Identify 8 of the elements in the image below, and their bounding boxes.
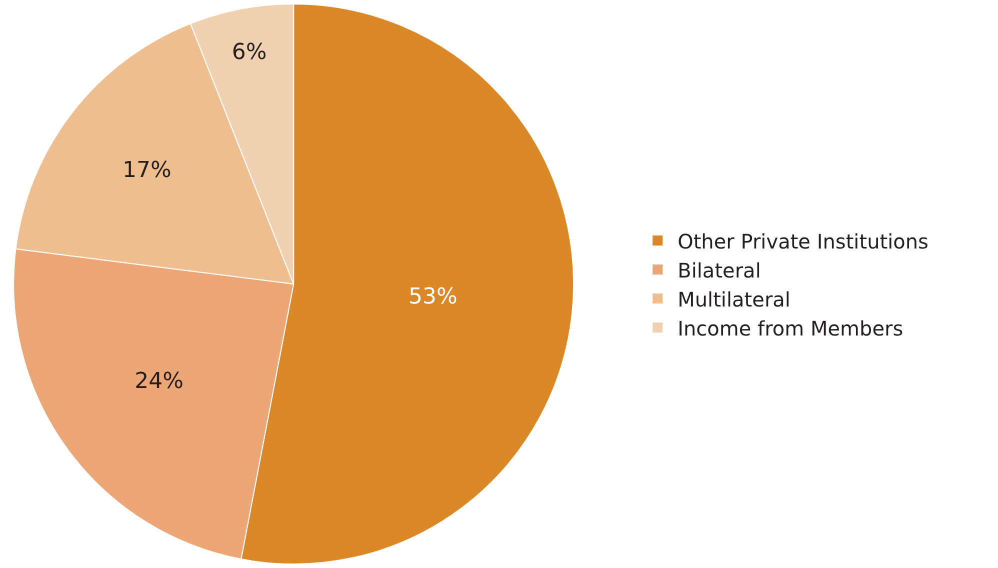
data-label: 53% bbox=[408, 284, 458, 310]
legend-label: Multilateral bbox=[678, 287, 790, 312]
legend-label: Income from Members bbox=[678, 316, 904, 340]
data-label: 6% bbox=[232, 40, 267, 65]
data-label: 17% bbox=[122, 158, 172, 183]
data-label: 24% bbox=[134, 369, 184, 394]
legend-label: Other Private Institutions bbox=[678, 229, 928, 254]
legend-label: Bilateral bbox=[678, 258, 761, 282]
